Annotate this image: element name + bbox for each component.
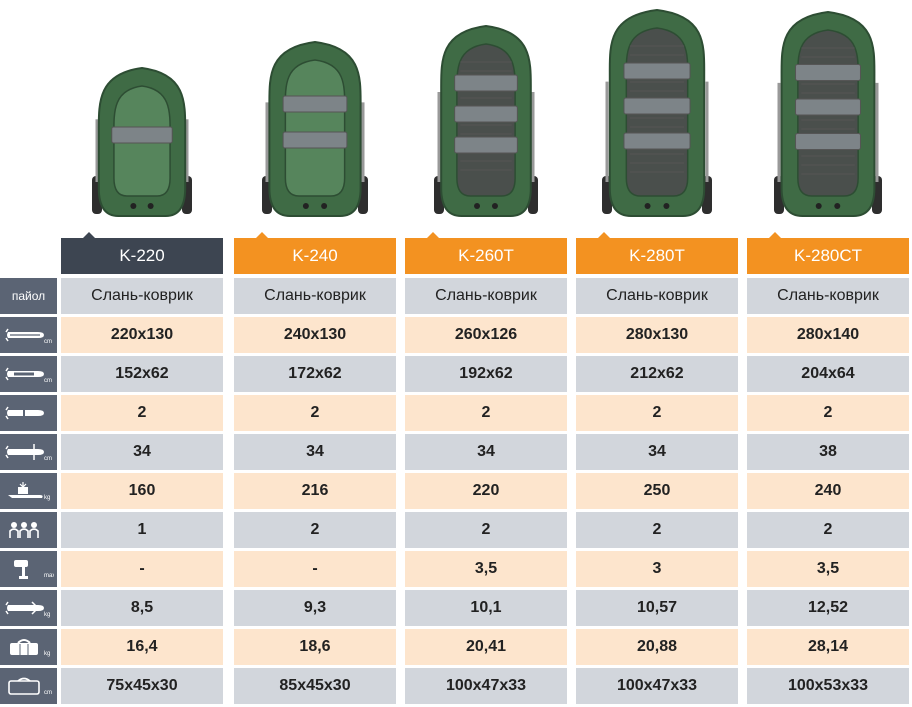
spec-cell: 220x130: [61, 317, 223, 353]
spec-cell: -: [61, 551, 223, 587]
package-size-icon: cm: [4, 674, 54, 698]
spec-cell: 38: [747, 434, 909, 470]
spec-cell: 3,5: [405, 551, 567, 587]
row-label-passengers-icon: [0, 512, 57, 548]
row-label-load-capacity-icon: kg: [0, 473, 57, 509]
spec-cell: 240x130: [234, 317, 396, 353]
spec-cell: -: [234, 551, 396, 587]
boat-length-width-icon: cm: [4, 323, 54, 347]
model-header-k-240: K-240: [234, 232, 396, 274]
svg-text:cm: cm: [44, 456, 52, 462]
spec-cell: 18,6: [234, 629, 396, 665]
model-header-k-280ct: K-280CT: [747, 232, 909, 274]
passengers-icon: [4, 518, 54, 542]
spec-cell: 34: [234, 434, 396, 470]
spec-cell: 260x126: [405, 317, 567, 353]
spec-cell: 34: [61, 434, 223, 470]
spec-cell: 2: [405, 395, 567, 431]
boat-image-k-280t: [598, 6, 716, 222]
spec-cell: 20,41: [405, 629, 567, 665]
boat-image-k-220: [88, 64, 196, 222]
load-capacity-icon: kg: [4, 479, 54, 503]
package-weight-icon: kg: [4, 635, 54, 659]
spec-cell: 10,57: [576, 590, 738, 626]
spec-cell: 8,5: [61, 590, 223, 626]
spec-cell: 204x64: [747, 356, 909, 392]
spec-cell: 12,52: [747, 590, 909, 626]
spec-cell: 212x62: [576, 356, 738, 392]
spec-cell: 10,1: [405, 590, 567, 626]
spec-cell: 1: [61, 512, 223, 548]
model-header-k-280t: K-280T: [576, 232, 738, 274]
spec-cell: 34: [576, 434, 738, 470]
spec-cell: 2: [747, 395, 909, 431]
svg-text:kg: kg: [44, 495, 50, 501]
spec-cell: 280x130: [576, 317, 738, 353]
spec-cell: 2: [405, 512, 567, 548]
spec-cell: 75x45x30: [61, 668, 223, 704]
spec-cell: 85x45x30: [234, 668, 396, 704]
boat-image-k-260t: [430, 22, 542, 222]
row-label-tube-diameter-icon: cm: [0, 434, 57, 470]
svg-text:kg: kg: [44, 651, 50, 657]
spec-cell: Слань-коврик: [61, 278, 223, 314]
svg-text:max: max: [44, 573, 54, 579]
row-label-boat-inner-dimensions-icon: cm: [0, 356, 57, 392]
spec-cell: 2: [234, 395, 396, 431]
boat-weight-icon: kg: [4, 596, 54, 620]
spec-cell: 2: [576, 395, 738, 431]
row-label-boat-chambers-icon: [0, 395, 57, 431]
spec-cell: 250: [576, 473, 738, 509]
max-motor-icon: max: [4, 557, 54, 581]
spec-cell: 2: [576, 512, 738, 548]
spec-cell: Слань-коврик: [234, 278, 396, 314]
boat-images-row: [0, 0, 912, 236]
svg-text:cm: cm: [44, 378, 52, 384]
spec-cell: Слань-коврик: [576, 278, 738, 314]
spec-cell: 100x47x33: [576, 668, 738, 704]
spec-cell: Слань-коврик: [405, 278, 567, 314]
model-header-k-260t: K-260T: [405, 232, 567, 274]
spec-cell: 2: [234, 512, 396, 548]
boat-image-k-240: [258, 38, 372, 222]
boat-image-k-280ct: [770, 8, 886, 222]
spec-cell: 3,5: [747, 551, 909, 587]
svg-text:kg: kg: [44, 612, 50, 618]
spec-cell: 100x47x33: [405, 668, 567, 704]
spec-cell: 160: [61, 473, 223, 509]
spec-cell: 216: [234, 473, 396, 509]
svg-text:cm: cm: [44, 690, 52, 696]
spec-cell: 2: [747, 512, 909, 548]
spec-cell: 16,4: [61, 629, 223, 665]
spec-cell: 172x62: [234, 356, 396, 392]
spec-cell: 28,14: [747, 629, 909, 665]
tube-diameter-icon: cm: [4, 440, 54, 464]
spec-cell: 280x140: [747, 317, 909, 353]
row-label-boat-length-width-icon: cm: [0, 317, 57, 353]
spec-cell: 20,88: [576, 629, 738, 665]
boat-inner-dimensions-icon: cm: [4, 362, 54, 386]
model-header-k-220: K-220: [61, 232, 223, 274]
row-label-max-motor-icon: max: [0, 551, 57, 587]
row-label-boat-weight-icon: kg: [0, 590, 57, 626]
row-label-package-size-icon: cm: [0, 668, 57, 704]
spec-cell: 34: [405, 434, 567, 470]
spec-cell: 220: [405, 473, 567, 509]
spec-cell: 240: [747, 473, 909, 509]
spec-cell: 2: [61, 395, 223, 431]
spec-cell: 192x62: [405, 356, 567, 392]
spec-cell: 100x53x33: [747, 668, 909, 704]
spec-cell: Слань-коврик: [747, 278, 909, 314]
spec-cell: 9,3: [234, 590, 396, 626]
row-label-floor: пайол: [0, 278, 57, 314]
boat-chambers-icon: [4, 401, 54, 425]
spec-cell: 3: [576, 551, 738, 587]
spec-cell: 152x62: [61, 356, 223, 392]
row-label-package-weight-icon: kg: [0, 629, 57, 665]
svg-text:cm: cm: [44, 339, 52, 345]
